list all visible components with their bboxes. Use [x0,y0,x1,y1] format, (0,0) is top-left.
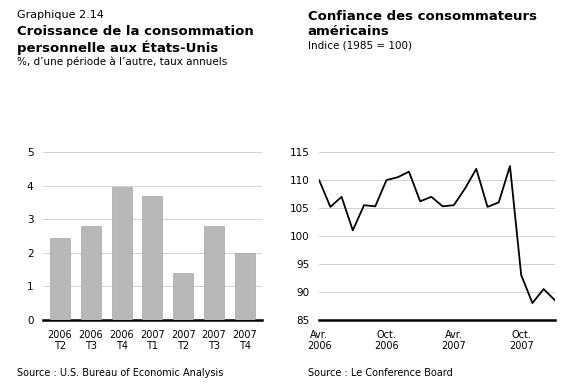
Bar [204,226,224,320]
Text: Indice (1985 = 100): Indice (1985 = 100) [308,41,412,51]
Text: Confiance des consommateurs: Confiance des consommateurs [308,10,536,23]
Bar [112,187,132,320]
Bar [81,226,101,320]
Text: Graphique 2.14: Graphique 2.14 [17,10,104,20]
Text: Croissance de la consommation: Croissance de la consommation [17,25,254,38]
Bar [50,238,70,320]
Bar [143,196,162,320]
Bar [235,253,255,320]
Text: américains: américains [308,25,389,38]
Text: Source : Le Conference Board: Source : Le Conference Board [308,368,453,378]
Text: %, d’une période à l’autre, taux annuels: %, d’une période à l’autre, taux annuels [17,57,228,67]
Bar [173,273,193,320]
Text: Source : U.S. Bureau of Economic Analysis: Source : U.S. Bureau of Economic Analysi… [17,368,224,378]
Text: personnelle aux États-Unis: personnelle aux États-Unis [17,41,218,55]
